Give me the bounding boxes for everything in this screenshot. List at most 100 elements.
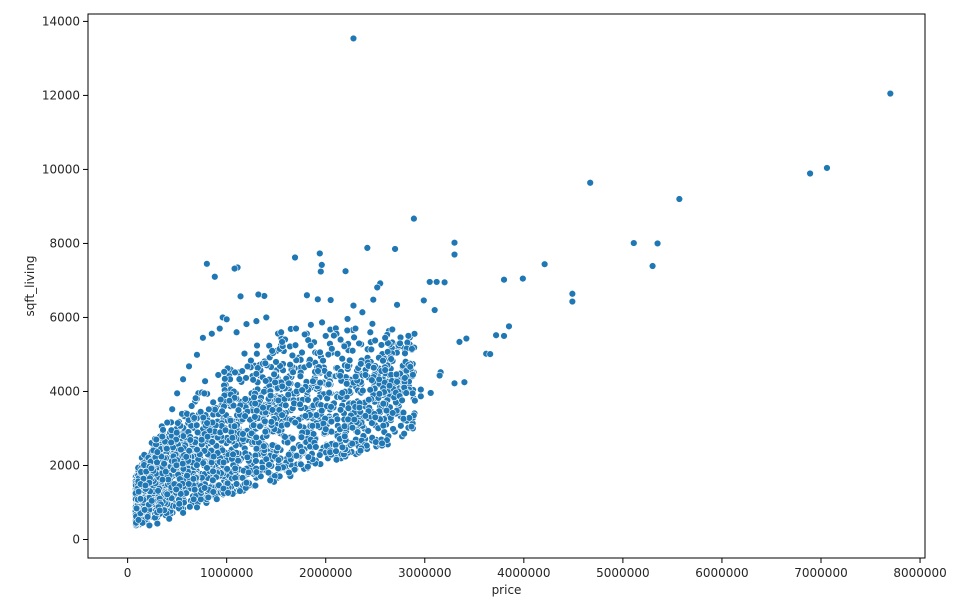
- data-point: [408, 389, 417, 398]
- data-point: [366, 328, 374, 336]
- data-point: [379, 357, 387, 365]
- data-point: [393, 378, 401, 386]
- data-point: [189, 475, 198, 483]
- data-point: [288, 434, 297, 443]
- data-point: [304, 396, 312, 404]
- data-point: [214, 371, 222, 379]
- data-point: [145, 521, 154, 530]
- data-point: [252, 317, 261, 325]
- data-point: [500, 276, 508, 284]
- data-point: [316, 451, 324, 459]
- data-point: [234, 456, 242, 465]
- data-point: [398, 396, 406, 405]
- data-point: [368, 320, 377, 328]
- data-point: [183, 471, 191, 480]
- data-point: [341, 432, 349, 441]
- data-point: [401, 349, 409, 358]
- data-point: [630, 239, 638, 247]
- data-point: [355, 403, 364, 412]
- data-point: [278, 338, 286, 346]
- data-point: [381, 334, 389, 342]
- data-point: [261, 428, 270, 436]
- data-point: [379, 400, 388, 408]
- data-point: [486, 350, 494, 358]
- data-point: [205, 405, 213, 414]
- data-point: [375, 390, 384, 398]
- plot-frame: [87, 13, 926, 559]
- data-point: [256, 422, 264, 431]
- data-point: [204, 493, 213, 502]
- data-point: [243, 453, 252, 462]
- data-point: [301, 412, 310, 420]
- data-point: [327, 403, 335, 411]
- data-point: [281, 433, 289, 441]
- data-point: [363, 244, 372, 252]
- data-point: [267, 418, 276, 426]
- data-point: [285, 468, 293, 477]
- data-point: [361, 412, 370, 420]
- data-point: [223, 465, 231, 473]
- data-point: [297, 460, 305, 469]
- data-point: [371, 336, 379, 345]
- y-axis-label: sqft_living: [23, 256, 37, 317]
- data-point: [823, 164, 831, 172]
- data-point: [163, 444, 171, 453]
- data-point: [209, 398, 217, 407]
- data-point: [165, 515, 173, 523]
- data-point: [236, 292, 245, 301]
- data-point: [208, 438, 216, 446]
- data-point: [175, 500, 183, 508]
- data-point: [156, 506, 164, 515]
- data-point: [252, 433, 260, 442]
- data-point: [298, 447, 306, 456]
- data-point: [172, 485, 180, 494]
- data-point: [393, 301, 401, 309]
- data-point: [450, 379, 459, 388]
- data-point: [316, 378, 324, 387]
- data-point: [291, 253, 299, 262]
- data-point: [365, 396, 373, 404]
- data-point: [278, 411, 286, 419]
- data-point: [308, 422, 317, 430]
- data-point: [160, 460, 168, 468]
- data-point: [228, 434, 237, 442]
- data-point: [240, 349, 249, 358]
- data-point: [332, 447, 340, 455]
- data-point: [277, 328, 285, 336]
- data-point: [316, 249, 324, 258]
- data-point: [332, 456, 341, 464]
- data-point: [173, 389, 181, 398]
- data-point: [230, 422, 239, 430]
- y-tick-label: 2000: [49, 458, 80, 472]
- data-point: [249, 376, 257, 384]
- data-point: [338, 443, 347, 452]
- data-point: [262, 313, 270, 322]
- data-point: [455, 338, 464, 346]
- data-point: [179, 459, 187, 468]
- data-point: [134, 516, 143, 524]
- x-tick-label: 5000000: [596, 566, 649, 580]
- data-point: [292, 452, 301, 460]
- data-point: [134, 487, 143, 496]
- data-point: [236, 487, 244, 495]
- data-point: [312, 443, 320, 451]
- data-point: [373, 283, 381, 292]
- data-point: [361, 371, 370, 379]
- data-point: [290, 399, 298, 408]
- data-point: [298, 348, 306, 357]
- data-point: [450, 250, 459, 259]
- data-point: [307, 321, 315, 329]
- data-point: [351, 324, 360, 333]
- data-point: [219, 484, 228, 493]
- data-point: [140, 506, 149, 514]
- data-point: [234, 406, 243, 414]
- data-point: [191, 394, 200, 402]
- data-point: [404, 332, 413, 340]
- data-point: [348, 439, 356, 448]
- data-point: [408, 345, 416, 353]
- data-point: [407, 422, 416, 431]
- data-point: [319, 356, 327, 365]
- data-point: [258, 463, 267, 472]
- data-point: [285, 379, 293, 388]
- data-point: [505, 322, 513, 331]
